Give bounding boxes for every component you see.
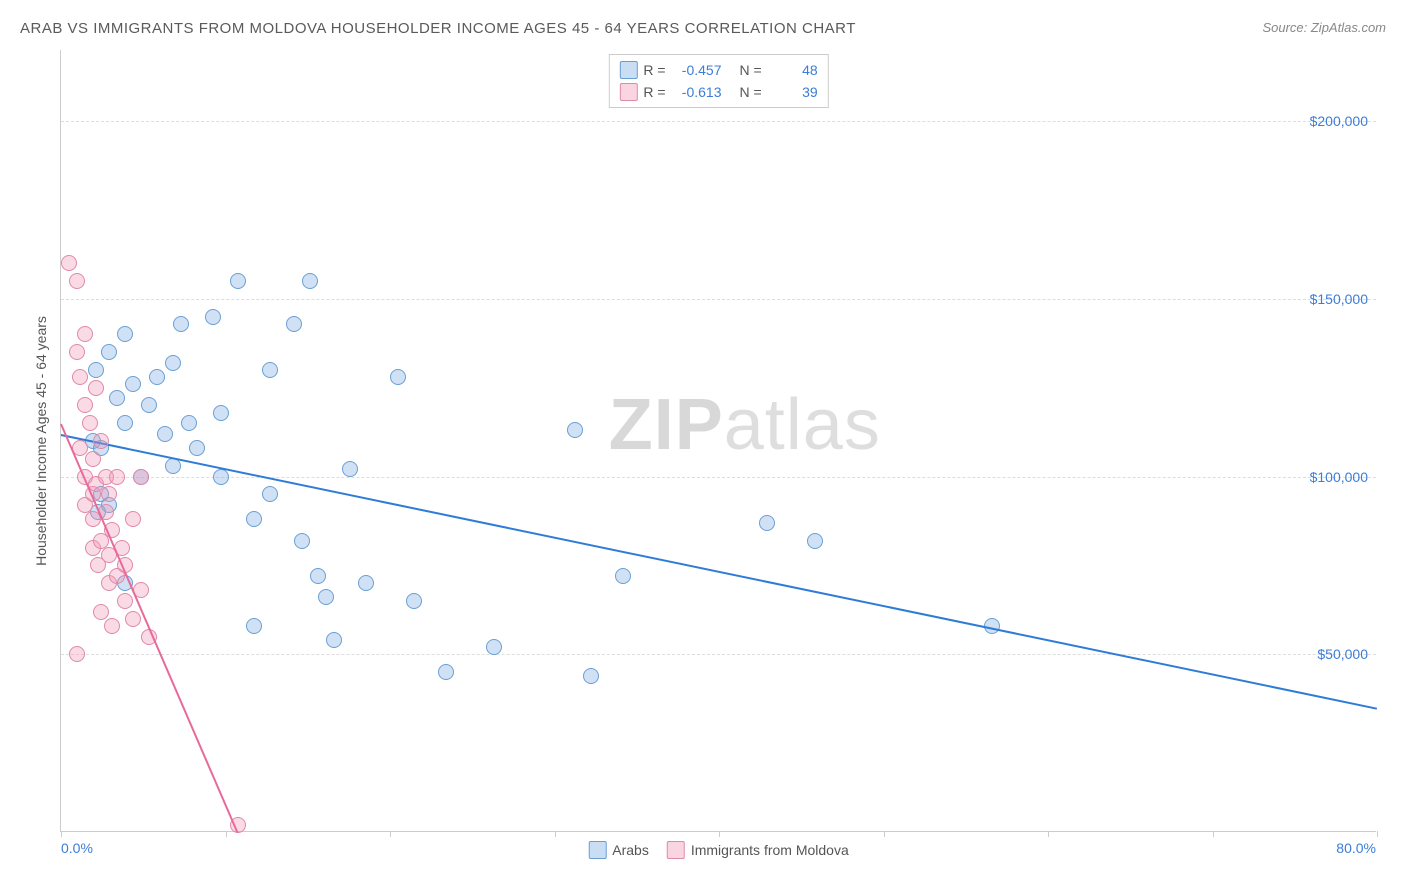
- legend-swatch: [588, 841, 606, 859]
- regression-line: [60, 424, 238, 834]
- data-point: [262, 362, 278, 378]
- data-point: [390, 369, 406, 385]
- plot-area: ZIPatlas Householder Income Ages 45 - 64…: [60, 50, 1376, 832]
- watermark-text: ZIPatlas: [609, 384, 881, 466]
- x-tick: [1213, 831, 1214, 837]
- data-point: [69, 344, 85, 360]
- data-point: [286, 316, 302, 332]
- x-tick: [884, 831, 885, 837]
- data-point: [318, 589, 334, 605]
- data-point: [262, 486, 278, 502]
- legend-item: Immigrants from Moldova: [667, 841, 849, 859]
- legend-swatch: [667, 841, 685, 859]
- legend-stat-row: R = -0.613 N = 39: [619, 81, 817, 103]
- data-point: [82, 415, 98, 431]
- data-point: [141, 397, 157, 413]
- n-label: N =: [740, 62, 762, 78]
- data-point: [486, 639, 502, 655]
- data-point: [61, 255, 77, 271]
- correlation-chart: ARAB VS IMMIGRANTS FROM MOLDOVA HOUSEHOL…: [20, 20, 1386, 872]
- x-tick: [390, 831, 391, 837]
- data-point: [117, 593, 133, 609]
- data-point: [213, 405, 229, 421]
- data-point: [438, 664, 454, 680]
- data-point: [342, 461, 358, 477]
- data-point: [358, 575, 374, 591]
- n-value: 39: [768, 84, 818, 100]
- data-point: [101, 344, 117, 360]
- data-point: [310, 568, 326, 584]
- legend-swatch: [619, 83, 637, 101]
- gridline: [61, 121, 1376, 122]
- data-point: [230, 273, 246, 289]
- data-point: [104, 618, 120, 634]
- x-axis-label-max: 80.0%: [1336, 840, 1376, 856]
- data-point: [567, 422, 583, 438]
- data-point: [302, 273, 318, 289]
- data-point: [72, 369, 88, 385]
- legend-series: Arabs Immigrants from Moldova: [588, 841, 849, 859]
- legend-swatch: [619, 61, 637, 79]
- data-point: [165, 355, 181, 371]
- data-point: [615, 568, 631, 584]
- r-label: R =: [643, 84, 665, 100]
- data-point: [294, 533, 310, 549]
- x-tick: [1048, 831, 1049, 837]
- data-point: [181, 415, 197, 431]
- legend-label: Arabs: [612, 842, 649, 858]
- legend-correlation-stats: R = -0.457 N = 48 R = -0.613 N = 39: [608, 54, 828, 108]
- data-point: [69, 646, 85, 662]
- data-point: [189, 440, 205, 456]
- data-point: [109, 469, 125, 485]
- legend-label: Immigrants from Moldova: [691, 842, 849, 858]
- data-point: [173, 316, 189, 332]
- n-value: 48: [768, 62, 818, 78]
- x-tick: [226, 831, 227, 837]
- data-point: [117, 415, 133, 431]
- data-point: [149, 369, 165, 385]
- r-value: -0.613: [672, 84, 722, 100]
- data-point: [807, 533, 823, 549]
- data-point: [125, 511, 141, 527]
- legend-item: Arabs: [588, 841, 649, 859]
- x-axis-label-min: 0.0%: [61, 840, 93, 856]
- data-point: [93, 604, 109, 620]
- x-tick: [61, 831, 62, 837]
- data-point: [88, 362, 104, 378]
- data-point: [205, 309, 221, 325]
- data-point: [85, 451, 101, 467]
- gridline: [61, 654, 1376, 655]
- gridline: [61, 299, 1376, 300]
- x-tick: [1377, 831, 1378, 837]
- x-tick: [719, 831, 720, 837]
- data-point: [93, 433, 109, 449]
- data-point: [157, 426, 173, 442]
- data-point: [246, 511, 262, 527]
- data-point: [583, 668, 599, 684]
- data-point: [213, 469, 229, 485]
- r-label: R =: [643, 62, 665, 78]
- data-point: [326, 632, 342, 648]
- data-point: [246, 618, 262, 634]
- n-label: N =: [740, 84, 762, 100]
- data-point: [125, 376, 141, 392]
- data-point: [77, 326, 93, 342]
- regression-line: [61, 434, 1377, 710]
- legend-stat-row: R = -0.457 N = 48: [619, 59, 817, 81]
- data-point: [77, 397, 93, 413]
- chart-title: ARAB VS IMMIGRANTS FROM MOLDOVA HOUSEHOL…: [20, 20, 856, 37]
- data-point: [125, 611, 141, 627]
- r-value: -0.457: [672, 62, 722, 78]
- data-point: [69, 273, 85, 289]
- data-point: [759, 515, 775, 531]
- data-point: [117, 326, 133, 342]
- data-point: [109, 390, 125, 406]
- data-point: [406, 593, 422, 609]
- data-point: [133, 469, 149, 485]
- data-point: [101, 486, 117, 502]
- source-attribution: Source: ZipAtlas.com: [1262, 20, 1386, 35]
- y-axis-title: Householder Income Ages 45 - 64 years: [33, 316, 49, 566]
- data-point: [88, 380, 104, 396]
- x-tick: [555, 831, 556, 837]
